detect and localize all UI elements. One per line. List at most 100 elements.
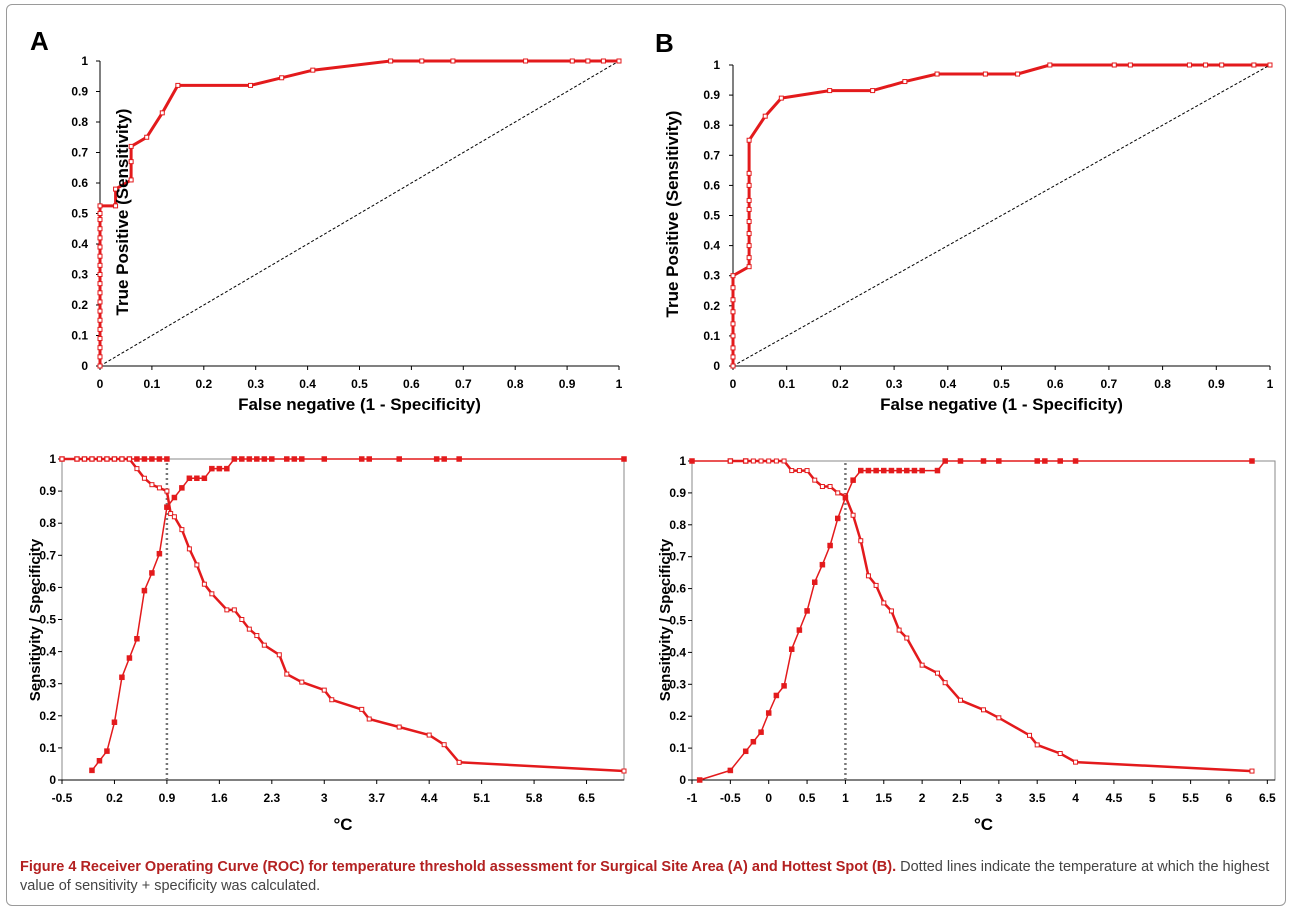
x-tick-label: 0.4 (299, 377, 316, 391)
data-point (89, 456, 95, 462)
x-tick-label: 0 (97, 377, 104, 391)
y-tick-label: 0.1 (669, 741, 686, 755)
data-point (957, 458, 964, 464)
x-tick-label: 3 (995, 791, 1002, 805)
data-point (523, 58, 529, 64)
data-point (164, 504, 170, 510)
data-point (1072, 458, 1079, 464)
data-point (134, 636, 140, 642)
data-point (1027, 732, 1033, 738)
data-point (827, 484, 833, 490)
data-point (276, 652, 282, 658)
x-tick-label: 3 (321, 791, 328, 805)
x-tick-label: 0.3 (886, 377, 903, 391)
data-point (97, 244, 103, 250)
data-point (730, 363, 736, 369)
data-point (111, 719, 118, 725)
data-point (321, 456, 328, 462)
data-point (896, 627, 902, 633)
data-point (366, 456, 372, 462)
y-tick-label: 0.9 (669, 486, 686, 500)
data-point (134, 456, 140, 462)
data-point (758, 458, 764, 464)
data-point (850, 512, 856, 518)
data-point (1267, 62, 1273, 68)
data-point (762, 113, 768, 119)
data-point (812, 477, 818, 483)
y-tick-label: 0.1 (71, 329, 88, 343)
x-tick-label: 5.8 (526, 791, 543, 805)
data-point (996, 715, 1002, 721)
data-point (865, 573, 871, 579)
data-point (97, 363, 103, 369)
data-point (104, 456, 110, 462)
figure-frame (6, 4, 1286, 906)
data-point (254, 633, 260, 639)
data-point (97, 262, 103, 268)
data-point (156, 456, 163, 462)
x-tick-label: 1 (616, 377, 623, 391)
reference-diagonal (732, 64, 1271, 367)
data-point (224, 465, 230, 472)
y-tick-label: 0 (713, 359, 720, 373)
data-point (269, 456, 275, 462)
y-tick-label: 0.4 (669, 645, 686, 659)
senspec-chart-a: 0 0.1 0.2 0.3 0.4 0.5 0.6 0.7 0.8 0.9 1 -0.5 0.2 0.9… (27, 452, 627, 834)
data-point (96, 757, 103, 764)
data-point (778, 95, 784, 101)
data-point (888, 467, 895, 474)
data-point (194, 562, 200, 568)
data-point (835, 515, 841, 522)
data-point (919, 467, 925, 474)
data-point (97, 217, 103, 223)
x-tick-label: 1 (842, 791, 849, 805)
data-point (980, 458, 987, 464)
data-point (171, 494, 178, 501)
data-point (730, 273, 736, 279)
y-axis-label: Sensitivity / Specificity (657, 538, 674, 701)
data-point (126, 655, 133, 661)
x-tick-label: 6.5 (1259, 791, 1276, 805)
data-point (1249, 768, 1255, 774)
x-tick-label: -1 (687, 791, 698, 805)
x-tick-label: 0.3 (247, 377, 264, 391)
data-point (1111, 62, 1117, 68)
data-point (934, 467, 941, 474)
data-point (168, 511, 174, 517)
data-point (730, 354, 736, 360)
data-point (730, 345, 736, 351)
y-tick-label: 0.3 (71, 268, 88, 282)
data-point (788, 646, 795, 652)
x-axis-label: False negative (1 - Specificity) (238, 395, 481, 414)
data-point (746, 206, 752, 212)
roc-chart-b: B 0 0.1 0.2 0.3 0.4 0.5 0.6 0.7 0.8 0.9 1 0 0.1 0.2 0… (655, 28, 1274, 414)
data-point (388, 58, 394, 64)
data-point (873, 582, 879, 588)
x-tick-label: 0.1 (144, 377, 161, 391)
data-point (97, 299, 103, 305)
data-point (957, 697, 963, 703)
y-tick-label: 0.6 (703, 178, 720, 192)
x-tick-label: 0.9 (159, 791, 176, 805)
y-tick-label: 0.9 (703, 88, 720, 102)
y-axis-label: True Positive (Sensitivity) (663, 111, 682, 318)
x-tick-label: 0.1 (778, 377, 795, 391)
data-point (246, 626, 252, 632)
data-point (1034, 742, 1040, 748)
data-point (156, 550, 163, 557)
data-point (758, 729, 764, 735)
data-point (858, 467, 864, 474)
data-point (149, 482, 155, 488)
data-point (358, 456, 365, 462)
y-tick-label: 0.5 (71, 207, 88, 221)
data-point (569, 58, 575, 64)
data-point (804, 468, 810, 474)
x-tick-label: 3.7 (368, 791, 385, 805)
data-point (366, 716, 372, 722)
data-point (299, 679, 305, 685)
data-point (81, 456, 87, 462)
y-axis-label: Sensitivity / Specificity (27, 538, 44, 701)
y-tick-label: 0.8 (39, 516, 56, 530)
data-point (179, 527, 185, 533)
